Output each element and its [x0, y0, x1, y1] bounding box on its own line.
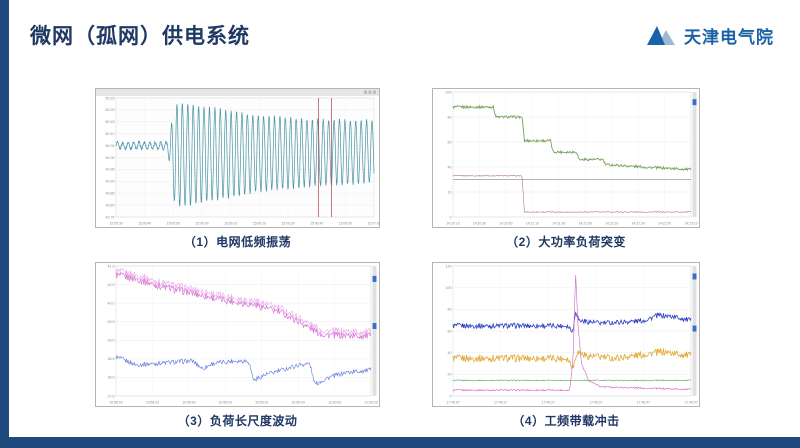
svg-text:14:21:10: 14:21:10 [526, 222, 539, 226]
svg-text:17:46:27: 17:46:27 [542, 401, 555, 405]
svg-text:17:46:47: 17:46:47 [637, 401, 650, 405]
svg-text:0: 0 [450, 394, 452, 398]
logo-text: 天津电气院 [684, 27, 774, 47]
svg-text:15:05:40: 15:05:40 [138, 222, 151, 226]
svg-text:15:06:10: 15:06:10 [224, 222, 237, 226]
chart-3-caption: （3）负荷长尺度波动 [177, 414, 298, 428]
svg-text:14:22:30: 14:22:30 [632, 222, 645, 226]
chart-grid: 50.25 50.20 50.15 50.10 50.05 50.00 49.95 49.90… [95, 88, 700, 429]
svg-text:17:46:57: 17:46:57 [684, 401, 697, 405]
svg-text:10:58:43: 10:58:43 [182, 401, 195, 405]
svg-text:50.25: 50.25 [106, 96, 115, 100]
svg-text:20: 20 [448, 373, 452, 377]
svg-text:39.0: 39.0 [108, 339, 115, 343]
svg-text:50.20: 50.20 [106, 108, 115, 112]
svg-text:10:59:43: 10:59:43 [292, 401, 305, 405]
slide-header: 微网（孤网）供电系统 天津电气院 [30, 20, 774, 50]
svg-text:80: 80 [448, 308, 452, 312]
svg-text:14:21:50: 14:21:50 [579, 222, 592, 226]
chart-4-caption: （4）工频带载冲击 [512, 414, 620, 428]
svg-text:38.5: 38.5 [108, 357, 115, 361]
company-logo: 天津电气院 [645, 22, 774, 48]
svg-text:15:05:50: 15:05:50 [167, 222, 180, 226]
svg-text:14:23:10: 14:23:10 [684, 222, 697, 226]
svg-text:10:59:23: 10:59:23 [255, 401, 268, 405]
svg-text:10:58:03: 10:58:03 [109, 401, 122, 405]
logo-mountain-icon [647, 26, 675, 45]
svg-text:60: 60 [448, 140, 452, 144]
svg-text:15:06:30: 15:06:30 [281, 222, 294, 226]
svg-text:49.95: 49.95 [106, 168, 115, 172]
svg-text:0: 0 [450, 215, 452, 219]
svg-text:15:05:30: 15:05:30 [109, 222, 122, 226]
svg-text:100: 100 [446, 286, 452, 290]
svg-text:41.0: 41.0 [108, 264, 115, 268]
svg-text:37.5: 37.5 [108, 394, 115, 398]
svg-text:14:20:30: 14:20:30 [473, 222, 486, 226]
svg-text:17:46:17: 17:46:17 [494, 401, 507, 405]
svg-text:39.5: 39.5 [108, 320, 115, 324]
svg-text:15:06:50: 15:06:50 [339, 222, 352, 226]
chart-panel-load-fluctuation: 41.0 40.5 40.0 39.5 39.0 38.5 38.0 37.5 10:58:03… [95, 262, 380, 429]
svg-text:40: 40 [448, 165, 452, 169]
svg-text:50.10: 50.10 [106, 132, 115, 136]
svg-text:14:22:10: 14:22:10 [605, 222, 618, 226]
svg-text:15:06:20: 15:06:20 [253, 222, 266, 226]
accent-bar-bottom [0, 437, 800, 448]
svg-text:60: 60 [448, 329, 452, 333]
svg-text:15:07:00: 15:07:00 [367, 222, 380, 226]
svg-text:49.80: 49.80 [106, 203, 115, 207]
svg-text:15:06:40: 15:06:40 [310, 222, 323, 226]
chart-load-impact: 120 100 80 60 40 20 0 17:46:07 17:46:17 17:46:27 1… [432, 262, 700, 407]
svg-text:15:06:00: 15:06:00 [195, 222, 208, 226]
svg-text:50.05: 50.05 [106, 144, 115, 148]
svg-text:11:00:03: 11:00:03 [328, 401, 341, 405]
svg-text:14:20:10: 14:20:10 [446, 222, 459, 226]
svg-text:40: 40 [448, 351, 452, 355]
page-title: 微网（孤网）供电系统 [30, 25, 250, 48]
chart-panel-load-step: 100 80 60 40 20 0 14:20:10 14:20:30 14:20:50 14:2… [432, 88, 700, 250]
svg-text:38.0: 38.0 [108, 376, 115, 380]
svg-text:49.90: 49.90 [106, 180, 115, 184]
chart-grid-oscillation: 50.25 50.20 50.15 50.10 50.05 50.00 49.95 49.90… [95, 88, 381, 228]
svg-text:100: 100 [446, 90, 452, 94]
svg-text:10:59:03: 10:59:03 [219, 401, 232, 405]
svg-text:14:22:50: 14:22:50 [658, 222, 671, 226]
svg-text:14:20:50: 14:20:50 [499, 222, 512, 226]
svg-text:49.85: 49.85 [106, 192, 115, 196]
svg-text:20: 20 [448, 190, 452, 194]
svg-text:50.15: 50.15 [106, 120, 115, 124]
chart-load-step: 100 80 60 40 20 0 14:20:10 14:20:30 14:20:50 14:2… [432, 88, 700, 228]
svg-text:120: 120 [446, 264, 452, 268]
svg-text:11:00:23: 11:00:23 [365, 401, 378, 405]
svg-text:17:46:37: 17:46:37 [589, 401, 602, 405]
svg-text:10:58:23: 10:58:23 [146, 401, 159, 405]
svg-text:14:21:30: 14:21:30 [552, 222, 565, 226]
svg-text:40.5: 40.5 [108, 283, 115, 287]
svg-text:17:46:07: 17:46:07 [446, 401, 459, 405]
svg-text:80: 80 [448, 115, 452, 119]
accent-bar-left [0, 0, 9, 448]
svg-text:49.75: 49.75 [106, 215, 115, 219]
svg-text:40.0: 40.0 [108, 301, 115, 305]
chart-1-caption: （1）电网低频振荡 [183, 235, 292, 249]
chart-panel-load-impact: 120 100 80 60 40 20 0 17:46:07 17:46:17 17:46:27 1… [432, 262, 700, 429]
svg-text:50.00: 50.00 [106, 156, 115, 160]
chart-panel-grid-oscillation: 50.25 50.20 50.15 50.10 50.05 50.00 49.95 49.90… [95, 88, 381, 250]
chart-2-caption: （2）大功率负荷突变 [506, 235, 626, 249]
chart-load-fluctuation: 41.0 40.5 40.0 39.5 39.0 38.5 38.0 37.5 10:58:03… [95, 262, 380, 407]
